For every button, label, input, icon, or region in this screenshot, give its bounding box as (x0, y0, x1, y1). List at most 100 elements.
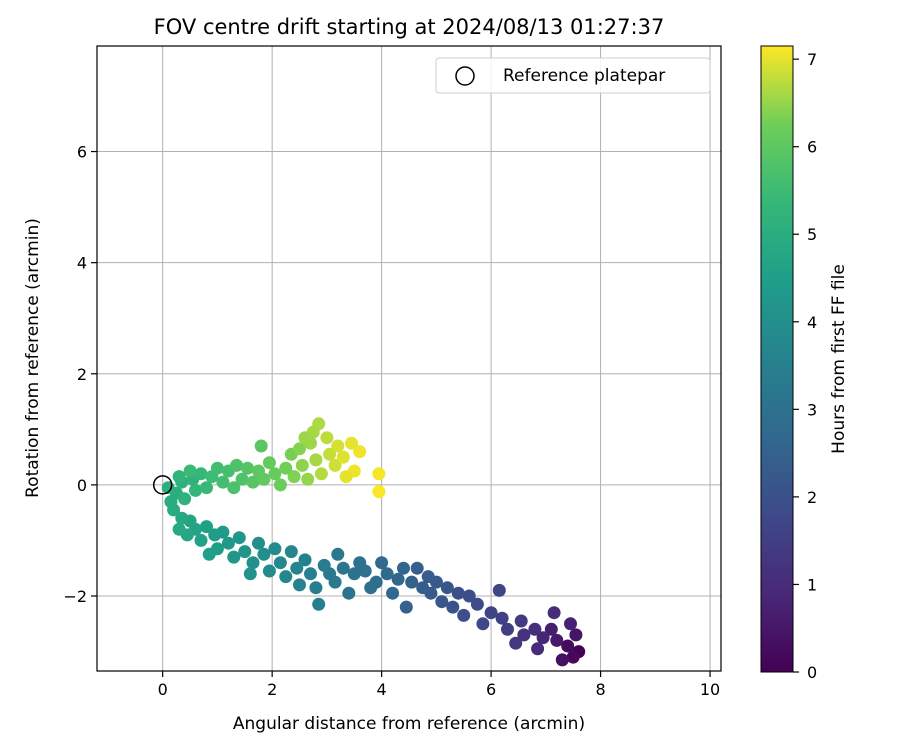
scatter-point (295, 458, 309, 472)
scatter-point (257, 547, 271, 561)
scatter-point (386, 586, 400, 600)
colorbar-tick-label: 0 (807, 663, 817, 682)
scatter-point (446, 600, 460, 614)
scatter-point (342, 586, 356, 600)
scatter-point (227, 481, 241, 495)
scatter-point (309, 453, 323, 467)
scatter-point (309, 581, 323, 595)
scatter-point (331, 547, 345, 561)
x-tick-label: 10 (700, 680, 720, 699)
scatter-point (331, 439, 345, 453)
scatter-point (246, 556, 260, 570)
scatter-point (172, 470, 186, 484)
x-tick-label: 6 (486, 680, 496, 699)
scatter-point (312, 597, 326, 611)
scatter-point (257, 472, 271, 486)
colorbar-tick-label: 7 (807, 50, 817, 69)
scatter-point (194, 533, 208, 547)
scatter-point (347, 567, 361, 581)
scatter-point (339, 470, 353, 484)
scatter-point (268, 467, 282, 481)
scatter-point (298, 431, 312, 445)
scatter-point (208, 528, 222, 542)
scatter-point (470, 597, 484, 611)
scatter-point (273, 478, 287, 492)
scatter-point (501, 622, 514, 636)
scatter-point (353, 445, 367, 459)
scatter-point (293, 578, 306, 592)
scatter-point (421, 570, 435, 584)
scatter-point (564, 617, 577, 631)
scatter-point (304, 567, 317, 581)
legend-box (435, 57, 711, 94)
scatter-point (235, 472, 249, 486)
scatter-point (243, 567, 257, 581)
plot-frame (96, 45, 722, 672)
scatter-point (227, 550, 241, 564)
scatter-point (221, 536, 235, 550)
scatter-point (405, 575, 419, 589)
y-axis-label: Rotation from reference (arcmin) (23, 218, 43, 498)
scatter-point (345, 436, 358, 450)
scatter-point (254, 439, 268, 453)
reference-point (152, 475, 173, 495)
scatter-point (372, 485, 386, 499)
scatter-point (336, 561, 350, 575)
scatter-point (183, 464, 197, 478)
scatter-point (484, 606, 498, 620)
scatter-point (566, 650, 580, 664)
colorbar-ticks: 0 1 2 3 4 5 6 7 (793, 50, 817, 682)
x-tick-label: 2 (267, 680, 277, 699)
scatter-point (547, 606, 561, 620)
colorbar-gradient (760, 45, 794, 673)
scatter-point (252, 536, 265, 550)
scatter-point (550, 633, 564, 647)
scatter-point (314, 467, 328, 481)
x-axis-label: Angular distance from reference (arcmin) (233, 714, 585, 734)
scatter-point (514, 614, 528, 628)
colorbar-tick-label: 6 (807, 138, 817, 157)
scatter-point (561, 639, 575, 653)
scatter-point (391, 572, 405, 586)
scatter-point (544, 622, 558, 636)
colorbar: 0 1 2 3 4 5 6 7 Hours from first FF file (760, 45, 849, 682)
scatter-point (399, 600, 413, 614)
colorbar-tick-label: 3 (807, 400, 817, 419)
scatter-point (440, 581, 454, 595)
scatter-point (268, 542, 282, 556)
scatter-point (273, 556, 287, 570)
scatter-point (555, 653, 569, 667)
scatter-point (241, 461, 254, 475)
scatter-point (476, 617, 490, 631)
scatter-point (435, 595, 449, 609)
scatter-point (279, 461, 293, 475)
scatter-point (178, 492, 192, 506)
scatter-point (364, 581, 378, 595)
scatter-point (569, 628, 583, 642)
scatter-point (202, 547, 216, 561)
scatter-point (320, 431, 334, 445)
x-tick-label: 0 (158, 680, 168, 699)
scatter-point (380, 567, 394, 581)
scatter-point (416, 581, 430, 595)
chart-title: FOV centre drift starting at 2024/08/13 … (154, 15, 665, 39)
legend: Reference platepar (435, 57, 711, 94)
scatter-point (246, 475, 260, 489)
scatter-point (194, 467, 208, 481)
scatter-point (262, 456, 276, 470)
scatter-point (290, 561, 304, 575)
scatter-point (397, 561, 410, 575)
scatter-point (495, 611, 509, 625)
scatter-point (492, 583, 506, 597)
scatter-point (531, 642, 545, 656)
scatter-point (298, 553, 312, 567)
y-tick-label: 0 (77, 476, 87, 495)
colorbar-tick-label: 1 (807, 575, 817, 594)
colorbar-tick-label: 2 (807, 488, 817, 507)
scatter-point (210, 461, 224, 475)
colorbar-tick-label: 5 (807, 225, 817, 244)
scatter-point (216, 475, 230, 489)
data-points (161, 417, 586, 667)
scatter-point (323, 447, 337, 461)
scatter-point (528, 622, 542, 636)
